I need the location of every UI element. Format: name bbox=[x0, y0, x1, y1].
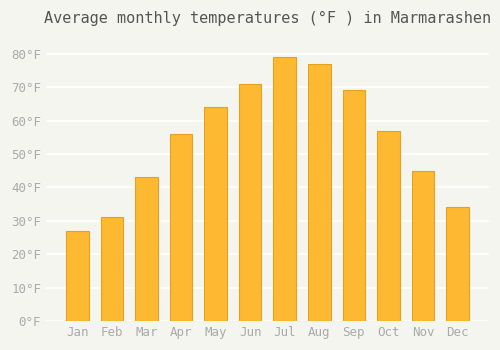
Bar bbox=[100, 217, 123, 321]
Bar bbox=[66, 231, 88, 321]
Bar bbox=[412, 171, 434, 321]
Bar bbox=[377, 131, 400, 321]
Bar bbox=[274, 57, 296, 321]
Title: Average monthly temperatures (°F ) in Marmarashen: Average monthly temperatures (°F ) in Ma… bbox=[44, 11, 491, 26]
Bar bbox=[204, 107, 227, 321]
Bar bbox=[135, 177, 158, 321]
Bar bbox=[170, 134, 192, 321]
Bar bbox=[342, 91, 365, 321]
Bar bbox=[239, 84, 262, 321]
Bar bbox=[446, 208, 469, 321]
Bar bbox=[308, 64, 330, 321]
